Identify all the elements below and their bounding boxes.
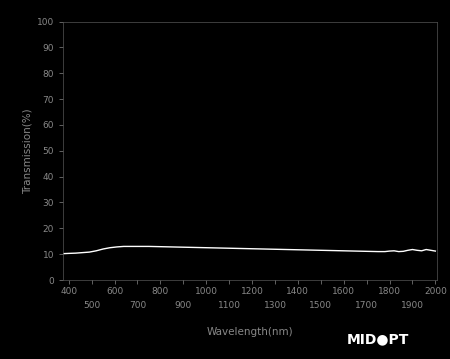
X-axis label: Wavelength(nm): Wavelength(nm) bbox=[207, 327, 293, 336]
Y-axis label: Transmission(%): Transmission(%) bbox=[22, 108, 32, 194]
Text: MID●PT: MID●PT bbox=[347, 332, 409, 346]
